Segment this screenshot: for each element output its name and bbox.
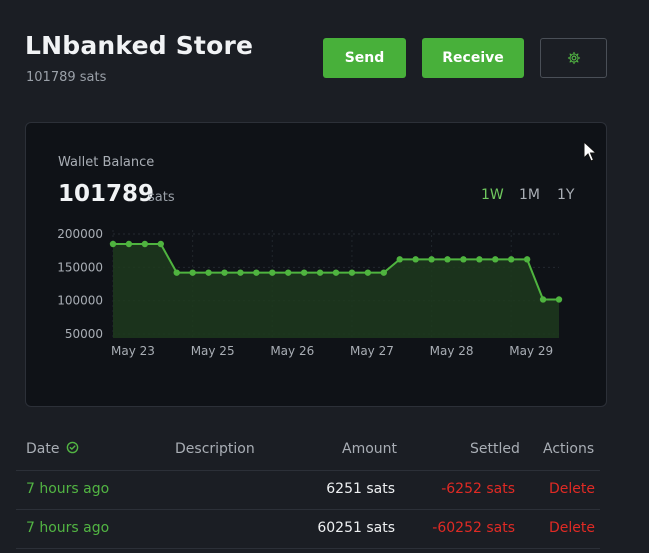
data-point [428, 256, 435, 263]
amount-column-header: Amount [342, 441, 398, 457]
data-point [285, 269, 292, 276]
data-point [237, 269, 244, 276]
data-point [508, 256, 515, 263]
data-point [141, 240, 149, 248]
store-balance: 101789 sats [26, 70, 107, 85]
settings-button[interactable] [540, 38, 607, 78]
data-point [555, 296, 563, 303]
data-point [364, 269, 372, 276]
data-point [523, 256, 531, 263]
clock-icon [66, 441, 79, 454]
data-point [269, 269, 276, 276]
range-1m-button[interactable]: 1M [519, 187, 540, 203]
range-1y-button[interactable]: 1Y [557, 187, 575, 203]
wallet-balance-label: Wallet Balance [58, 155, 155, 170]
data-point [476, 256, 483, 263]
y-tick-label: 50000 [65, 327, 103, 341]
x-tick-label: May 26 [270, 344, 314, 358]
row-divider [16, 548, 600, 549]
data-point [157, 240, 164, 248]
delete-link[interactable]: Delete [549, 481, 595, 497]
row-settled: -60252 sats [432, 520, 515, 536]
description-column-header: Description [175, 441, 255, 457]
page-title: LNbanked Store [25, 31, 254, 60]
delete-link[interactable]: Delete [549, 520, 595, 536]
row-divider [16, 509, 600, 510]
y-tick-label: 100000 [57, 294, 103, 308]
data-point [109, 240, 117, 248]
data-point [316, 269, 324, 276]
data-point [412, 256, 419, 263]
data-point [189, 269, 196, 276]
data-point [332, 269, 340, 276]
data-point [348, 269, 356, 276]
x-tick-label: May 23 [111, 344, 155, 358]
data-point [444, 256, 451, 263]
x-tick-label: May 27 [350, 344, 394, 358]
data-point [380, 269, 387, 276]
send-button[interactable]: Send [323, 38, 406, 78]
data-point [492, 256, 499, 263]
y-tick-label: 150000 [57, 260, 103, 274]
row-divider [16, 470, 600, 471]
wallet-balance-unit: sats [148, 190, 175, 205]
range-1w-button[interactable]: 1W [481, 187, 504, 203]
receive-button[interactable]: Receive [422, 38, 524, 78]
x-tick-label: May 28 [430, 344, 474, 358]
data-point [460, 256, 467, 263]
area-fill [113, 244, 559, 338]
row-settled: -6252 sats [441, 481, 515, 497]
mouse-pointer-icon [583, 141, 597, 162]
actions-column-header: Actions [543, 441, 595, 457]
balance-chart: 200000 150000 100000 50000 May 23 May 25 May 2… [57, 227, 563, 358]
x-tick-label: May 29 [509, 344, 553, 358]
row-amount: 60251 sats [317, 520, 395, 536]
x-tick-label: May 25 [191, 344, 235, 358]
date-header-label: Date [26, 441, 60, 457]
data-point [396, 256, 403, 263]
data-point [173, 269, 180, 276]
data-point [300, 269, 308, 276]
wallet-balance-card: Wallet Balance 101789 sats 1W 1M 1Y 2000… [25, 122, 607, 407]
y-tick-label: 200000 [57, 227, 103, 241]
settled-column-header: Settled [470, 441, 520, 457]
data-point [221, 269, 228, 276]
date-column-header[interactable]: Date [26, 441, 79, 457]
data-point [205, 269, 212, 276]
wallet-balance-value: 101789 [58, 181, 155, 207]
data-point [125, 240, 133, 248]
data-point [539, 296, 547, 303]
row-date: 7 hours ago [26, 520, 110, 536]
row-date: 7 hours ago [26, 481, 110, 497]
row-amount: 6251 sats [326, 481, 395, 497]
data-point [253, 269, 260, 276]
gear-icon [567, 51, 580, 65]
